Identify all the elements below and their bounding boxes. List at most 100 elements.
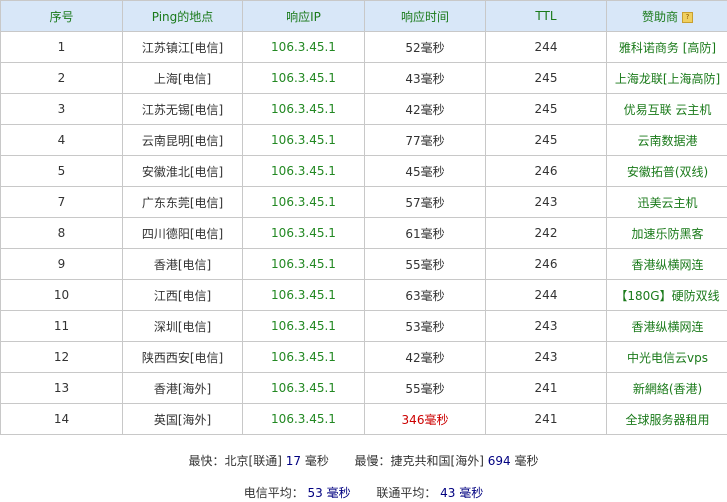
ttl: 245 <box>485 62 607 94</box>
ttl: 246 <box>485 248 607 280</box>
sponsor-link[interactable]: 香港纵横网连 <box>606 248 727 280</box>
ttl: 241 <box>485 372 607 404</box>
response-ip: 106.3.45.1 <box>242 403 365 435</box>
table-row: 1 江苏镇江[电信] 106.3.45.1 52毫秒 244 雅科诺商务 [高防] <box>0 31 727 63</box>
response-time: 52毫秒 <box>364 31 486 63</box>
table-row: 14 英国[海外] 106.3.45.1 346毫秒 241 全球服务器租用 <box>0 403 727 435</box>
fastest-value: 17 <box>285 454 302 468</box>
header-time: 响应时间 <box>364 0 486 32</box>
row-number: 14 <box>0 403 123 435</box>
ttl: 242 <box>485 217 607 249</box>
sponsor-link[interactable]: 香港纵横网连 <box>606 310 727 342</box>
location: 陕西西安[电信] <box>122 341 243 373</box>
location: 四川德阳[电信] <box>122 217 243 249</box>
sponsor-link[interactable]: 中光电信云vps <box>606 341 727 373</box>
location: 深圳[电信] <box>122 310 243 342</box>
table-row: 12 陕西西安[电信] 106.3.45.1 42毫秒 243 中光电信云vps <box>0 341 727 373</box>
table-row: 10 江西[电信] 106.3.45.1 63毫秒 244 【180G】硬防双线 <box>0 279 727 311</box>
table-row: 8 四川德阳[电信] 106.3.45.1 61毫秒 242 加速乐防黑客 <box>0 217 727 249</box>
response-time: 55毫秒 <box>364 372 486 404</box>
sponsor-link[interactable]: 全球服务器租用 <box>606 403 727 435</box>
row-number: 3 <box>0 93 123 125</box>
response-time: 57毫秒 <box>364 186 486 218</box>
response-ip: 106.3.45.1 <box>242 155 365 187</box>
fastest-label: 最快：北京[联通] <box>188 454 282 468</box>
sponsor-link[interactable]: 安徽拓普(双线) <box>606 155 727 187</box>
location: 上海[电信] <box>122 62 243 94</box>
row-number: 2 <box>0 62 123 94</box>
response-ip: 106.3.45.1 <box>242 310 365 342</box>
header-ttl: TTL <box>485 0 607 32</box>
response-time: 77毫秒 <box>364 124 486 156</box>
sponsor-link[interactable]: 优易互联 云主机 <box>606 93 727 125</box>
location: 香港[电信] <box>122 248 243 280</box>
location: 安徽淮北[电信] <box>122 155 243 187</box>
response-ip: 106.3.45.1 <box>242 31 365 63</box>
table-row: 11 深圳[电信] 106.3.45.1 53毫秒 243 香港纵横网连 <box>0 310 727 342</box>
response-ip: 106.3.45.1 <box>242 62 365 94</box>
row-number: 1 <box>0 31 123 63</box>
sponsor-link[interactable]: 【180G】硬防双线 <box>606 279 727 311</box>
response-ip: 106.3.45.1 <box>242 124 365 156</box>
response-ip: 106.3.45.1 <box>242 248 365 280</box>
unicom-avg-label: 联通平均： <box>376 486 437 500</box>
response-time: 63毫秒 <box>364 279 486 311</box>
ttl: 241 <box>485 403 607 435</box>
location: 云南昆明[电信] <box>122 124 243 156</box>
fastest-slowest-summary: 最快：北京[联通] 17 毫秒 最慢：捷克共和国[海外] 694 毫秒 <box>0 452 727 469</box>
row-number: 10 <box>0 279 123 311</box>
table-row: 2 上海[电信] 106.3.45.1 43毫秒 245 上海龙联[上海高防] <box>0 62 727 94</box>
ttl: 243 <box>485 186 607 218</box>
row-number: 4 <box>0 124 123 156</box>
question-icon[interactable]: ? <box>682 11 693 23</box>
sponsor-link[interactable]: 加速乐防黑客 <box>606 217 727 249</box>
ping-results-table: 序号 Ping的地点 响应IP 响应时间 TTL 赞助商? 1 江苏镇江[电信] 1… <box>0 0 727 435</box>
row-number: 12 <box>0 341 123 373</box>
table-row: 5 安徽淮北[电信] 106.3.45.1 45毫秒 246 安徽拓普(双线) <box>0 155 727 187</box>
response-ip: 106.3.45.1 <box>242 341 365 373</box>
table-header-row: 序号 Ping的地点 响应IP 响应时间 TTL 赞助商? <box>0 0 727 32</box>
ttl: 246 <box>485 155 607 187</box>
location: 香港[海外] <box>122 372 243 404</box>
response-time: 45毫秒 <box>364 155 486 187</box>
response-ip: 106.3.45.1 <box>242 372 365 404</box>
row-number: 7 <box>0 186 123 218</box>
location: 江苏无锡[电信] <box>122 93 243 125</box>
response-time: 53毫秒 <box>364 310 486 342</box>
table-row: 13 香港[海外] 106.3.45.1 55毫秒 241 新網絡(香港) <box>0 372 727 404</box>
response-ip: 106.3.45.1 <box>242 93 365 125</box>
row-number: 5 <box>0 155 123 187</box>
response-ip: 106.3.45.1 <box>242 217 365 249</box>
row-number: 9 <box>0 248 123 280</box>
sponsor-link[interactable]: 迅美云主机 <box>606 186 727 218</box>
telecom-avg-label: 电信平均： <box>243 486 304 500</box>
table-row: 4 云南昆明[电信] 106.3.45.1 77毫秒 245 云南数据港 <box>0 124 727 156</box>
sponsor-link[interactable]: 上海龙联[上海高防] <box>606 62 727 94</box>
unicom-avg-value: 43 <box>440 486 456 500</box>
response-time: 43毫秒 <box>364 62 486 94</box>
average-summary: 电信平均： 53 毫秒 联通平均： 43 毫秒 <box>0 484 727 501</box>
unit: 毫秒 <box>326 486 351 500</box>
row-number: 11 <box>0 310 123 342</box>
ttl: 245 <box>485 93 607 125</box>
header-location: Ping的地点 <box>122 0 243 32</box>
sponsor-link[interactable]: 新網絡(香港) <box>606 372 727 404</box>
header-ip: 响应IP <box>242 0 365 32</box>
ttl: 245 <box>485 124 607 156</box>
response-time: 346毫秒 <box>364 403 486 435</box>
header-sponsor-label: 赞助商 <box>641 9 678 24</box>
sponsor-link[interactable]: 雅科诺商务 [高防] <box>606 31 727 63</box>
ttl: 244 <box>485 279 607 311</box>
ttl: 243 <box>485 341 607 373</box>
response-time: 42毫秒 <box>364 341 486 373</box>
header-no: 序号 <box>0 0 123 32</box>
location: 江苏镇江[电信] <box>122 31 243 63</box>
sponsor-link[interactable]: 云南数据港 <box>606 124 727 156</box>
table-row: 9 香港[电信] 106.3.45.1 55毫秒 246 香港纵横网连 <box>0 248 727 280</box>
location: 广东东莞[电信] <box>122 186 243 218</box>
response-time: 55毫秒 <box>364 248 486 280</box>
response-time: 61毫秒 <box>364 217 486 249</box>
slowest-value: 694 <box>487 454 511 468</box>
table-row: 3 江苏无锡[电信] 106.3.45.1 42毫秒 245 优易互联 云主机 <box>0 93 727 125</box>
ttl: 244 <box>485 31 607 63</box>
